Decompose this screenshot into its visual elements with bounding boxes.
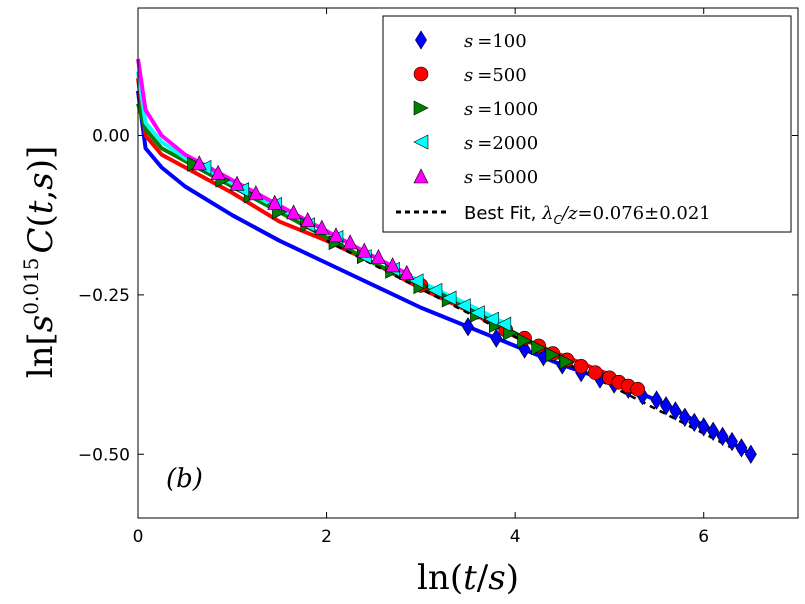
marker-s5000 xyxy=(314,219,330,235)
marker-s2000 xyxy=(496,316,512,332)
legend-marker-s5000 xyxy=(413,168,429,184)
x-tick-label: 6 xyxy=(698,527,709,547)
marker-s5000 xyxy=(356,242,372,258)
legend-label-s500: s =500 xyxy=(464,65,527,86)
marker-s100 xyxy=(688,412,701,433)
marker-s5000 xyxy=(286,204,302,220)
x-tick-label: 0 xyxy=(133,527,144,547)
marker-s2000 xyxy=(483,311,499,327)
marker-s5000 xyxy=(300,211,316,227)
marker-s5000 xyxy=(210,164,226,180)
marker-s100 xyxy=(716,426,729,447)
marker-s2000 xyxy=(441,290,457,306)
marker-s5000 xyxy=(229,175,245,191)
y-axis-title: ln[s0.015C(t,s)] xyxy=(19,146,61,379)
marker-s2000 xyxy=(427,282,443,298)
marker-s100 xyxy=(726,431,738,452)
marker-s100 xyxy=(490,328,503,348)
marker-s5000 xyxy=(191,155,207,171)
legend-marker-s1000 xyxy=(413,100,429,116)
marker-s5000 xyxy=(342,234,358,250)
marker-s100 xyxy=(707,421,720,441)
marker-s5000 xyxy=(248,185,264,201)
legend: s =100 s =500 s =1000 s =2000 s =5000 Best Fi… xyxy=(382,15,792,233)
legend-marker-s100 xyxy=(415,30,427,50)
legend-label-fit: Best Fit, λC/z=0.076±0.021 xyxy=(464,203,711,227)
marker-s5000 xyxy=(399,264,415,280)
marker-s500 xyxy=(587,365,603,380)
curve-s5000 xyxy=(136,58,413,278)
marker-s1000 xyxy=(517,333,533,349)
markers-layer xyxy=(187,155,757,464)
y-tick-label: 0.00 xyxy=(92,127,130,147)
fit-line-layer xyxy=(326,239,752,459)
marker-s1000 xyxy=(545,347,561,363)
legend-label-s100: s =100 xyxy=(464,31,527,52)
marker-s100 xyxy=(669,401,682,421)
legend-marker-s500 xyxy=(413,66,429,82)
panel-annotation: (b) xyxy=(166,464,203,494)
y-tick-label: −0.50 xyxy=(78,445,130,465)
marker-s100 xyxy=(678,407,691,427)
x-tick-label: 2 xyxy=(321,527,332,547)
marker-s1000 xyxy=(531,340,547,356)
marker-s2000 xyxy=(408,273,424,289)
best-fit-line xyxy=(326,239,752,459)
legend-box xyxy=(382,15,792,233)
legend-label-s2000: s =2000 xyxy=(464,133,538,154)
ticks-layer: 0 2 4 6 0.00 −0.25 −0.50 xyxy=(78,8,798,547)
marker-s5000 xyxy=(385,257,401,273)
marker-s500 xyxy=(573,358,589,374)
marker-s100 xyxy=(650,390,663,410)
marker-s2000 xyxy=(455,298,471,314)
legend-label-s5000: s =5000 xyxy=(464,167,538,188)
marker-s100 xyxy=(744,444,757,464)
marker-s500 xyxy=(630,381,646,397)
marker-s100 xyxy=(735,438,748,458)
y-tick-label: −0.25 xyxy=(78,286,130,306)
marker-s5000 xyxy=(328,227,344,243)
marker-s100 xyxy=(697,417,710,437)
marker-s5000 xyxy=(267,194,283,210)
legend-label-s1000: s =1000 xyxy=(464,99,538,120)
marker-s1000 xyxy=(559,354,575,370)
x-axis-title: ln(t/s) xyxy=(417,558,519,598)
x-tick-label: 4 xyxy=(510,527,521,547)
marker-s2000 xyxy=(469,305,485,321)
marker-s100 xyxy=(660,396,672,416)
legend-markers xyxy=(413,30,429,184)
legend-marker-s2000 xyxy=(413,134,429,150)
plot-frame xyxy=(137,7,799,519)
marker-s5000 xyxy=(370,248,386,264)
